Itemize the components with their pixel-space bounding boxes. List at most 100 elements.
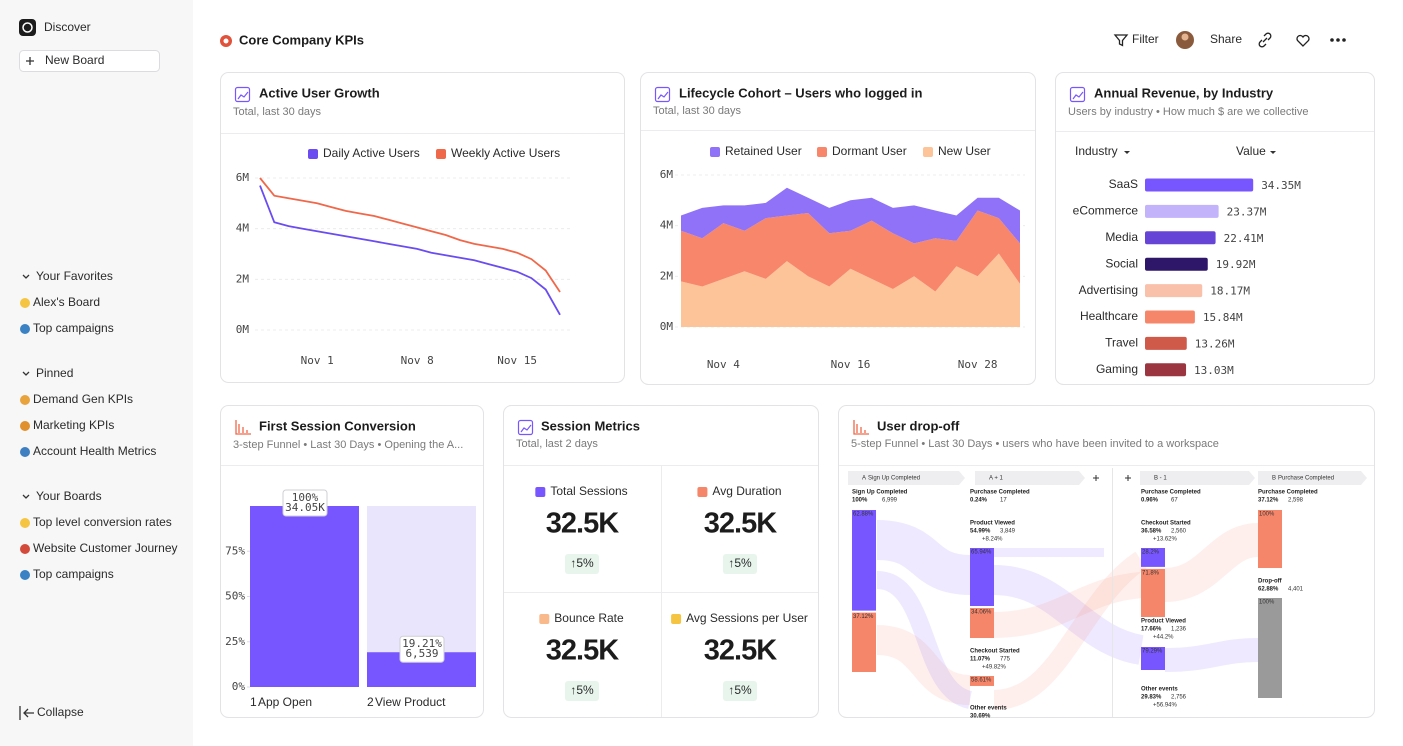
x-tick-label: App Open xyxy=(258,695,312,709)
row-label: Media xyxy=(1105,230,1138,244)
page-title: Core Company KPIs xyxy=(239,32,364,47)
nav-link[interactable]: Marketing KPIs xyxy=(33,418,114,432)
flow-bar xyxy=(852,612,876,672)
node-change: +13.62% xyxy=(1153,537,1178,543)
value-label: 19.92M xyxy=(1216,258,1256,271)
value-label: 13.26M xyxy=(1195,337,1235,350)
legend-swatch xyxy=(923,147,933,157)
more-icon[interactable] xyxy=(1330,38,1346,42)
legend-swatch xyxy=(436,149,446,159)
nav-link[interactable]: Demand Gen KPIs xyxy=(33,392,133,406)
y-tick-label: 4M xyxy=(660,219,674,232)
card xyxy=(1055,72,1375,385)
bar xyxy=(1145,363,1187,377)
node-name: Other events xyxy=(970,706,1007,712)
flow-bar xyxy=(970,608,994,638)
bar xyxy=(1145,178,1254,192)
node-name: Other events xyxy=(1141,687,1178,693)
bar xyxy=(1145,336,1187,350)
step-number: 1 xyxy=(250,695,257,709)
nav-link[interactable]: Top level conversion rates xyxy=(33,515,172,529)
bar-label: 34.06% xyxy=(971,610,992,616)
legend-swatch xyxy=(710,147,720,157)
button-label: New Board xyxy=(45,53,104,67)
step-header xyxy=(1258,471,1367,485)
title-emoji-center xyxy=(223,38,229,44)
bar-label: 62.88% xyxy=(853,512,874,518)
node-percent: 0.24% xyxy=(970,498,988,504)
legend-label: Weekly Active Users xyxy=(451,146,560,160)
chevron-icon xyxy=(22,274,30,279)
row-label: SaaS xyxy=(1109,177,1138,191)
area-series xyxy=(681,253,1020,327)
header-button[interactable]: Share xyxy=(1210,32,1242,46)
node-percent: 0.96% xyxy=(1141,498,1159,504)
nav-link[interactable]: Alex's Board xyxy=(33,295,100,309)
step-label: B - 1 xyxy=(1154,476,1167,482)
add-step-icon[interactable] xyxy=(1093,475,1131,481)
card-title: First Session Conversion xyxy=(259,418,416,433)
value-label: 13.03M xyxy=(1194,364,1234,377)
count-label: 6,539 xyxy=(405,647,438,660)
node-percent: 36.58% xyxy=(1141,529,1162,535)
metric-change: ↑5% xyxy=(728,556,752,570)
sort-caret[interactable] xyxy=(1124,151,1130,154)
flow-bar xyxy=(1141,548,1165,567)
area-series xyxy=(681,187,1020,244)
metric-swatch xyxy=(535,487,546,497)
section-title: Your Boards xyxy=(36,489,102,503)
nav-link[interactable]: Website Customer Journey xyxy=(33,541,178,555)
line-series xyxy=(259,177,561,293)
nav-link: Collapse xyxy=(37,705,84,719)
discover-icon[interactable] xyxy=(19,19,36,36)
step-number: 2 xyxy=(367,695,374,709)
node-change: +8.24% xyxy=(982,537,1003,543)
change-badge xyxy=(565,681,599,701)
x-tick-label: Nov 8 xyxy=(401,354,434,367)
nav-link[interactable]: Account Health Metrics xyxy=(33,444,156,458)
bar-label: 58.61% xyxy=(971,678,992,684)
node-name: Product Viewed xyxy=(1141,619,1186,625)
metric-value: 32.5K xyxy=(546,508,619,540)
bar-label: 71.8% xyxy=(1142,570,1160,576)
nav-link[interactable]: Top campaigns xyxy=(33,567,114,581)
item-icon xyxy=(20,421,30,431)
header-button[interactable]: Filter xyxy=(1132,32,1159,46)
column-header: Industry xyxy=(1075,144,1118,158)
node-count: 67 xyxy=(1171,498,1178,504)
node-count: 2,560 xyxy=(1171,529,1187,535)
card-subtitle: 3-step Funnel • Last 30 Days • Opening t… xyxy=(233,439,463,451)
metric-change: ↑5% xyxy=(728,683,752,697)
collapse-icon[interactable] xyxy=(19,706,34,720)
metric-value: 32.5K xyxy=(704,508,777,540)
node-change: +49.82% xyxy=(982,665,1007,671)
change-badge xyxy=(723,681,757,701)
bar xyxy=(250,506,359,687)
step-header xyxy=(848,471,965,485)
nav-link[interactable]: Top campaigns xyxy=(33,321,114,335)
card-subtitle: 5-step Funnel • Last 30 Days • users who… xyxy=(851,438,1219,450)
link-icon[interactable] xyxy=(1258,32,1272,48)
new-board-button[interactable] xyxy=(19,50,160,72)
data-label: 19.21% xyxy=(402,637,442,650)
favorite-icon[interactable] xyxy=(1296,34,1310,47)
card-title: User drop-off xyxy=(877,418,960,433)
metric-value: 32.5K xyxy=(704,635,777,667)
filter-icon[interactable] xyxy=(1113,34,1129,47)
area-series xyxy=(681,210,1020,292)
node-count: 3,849 xyxy=(1000,529,1016,535)
node-name: Purchase Completed xyxy=(970,490,1030,496)
card-subtitle: Total, last 2 days xyxy=(516,438,598,450)
item-icon xyxy=(20,324,30,334)
item-icon xyxy=(20,518,30,528)
value-label: 22.41M xyxy=(1224,232,1264,245)
flow-bar xyxy=(970,676,994,686)
sort-caret[interactable] xyxy=(1270,151,1276,154)
chevron-icon xyxy=(22,371,30,376)
step-label: A xyxy=(862,476,866,482)
bar-label: 37.12% xyxy=(853,614,874,620)
card-title: Session Metrics xyxy=(541,418,640,433)
flow-bar xyxy=(1141,568,1165,617)
y-tick-label: 25% xyxy=(225,635,245,648)
card-title: Annual Revenue, by Industry xyxy=(1094,85,1274,100)
